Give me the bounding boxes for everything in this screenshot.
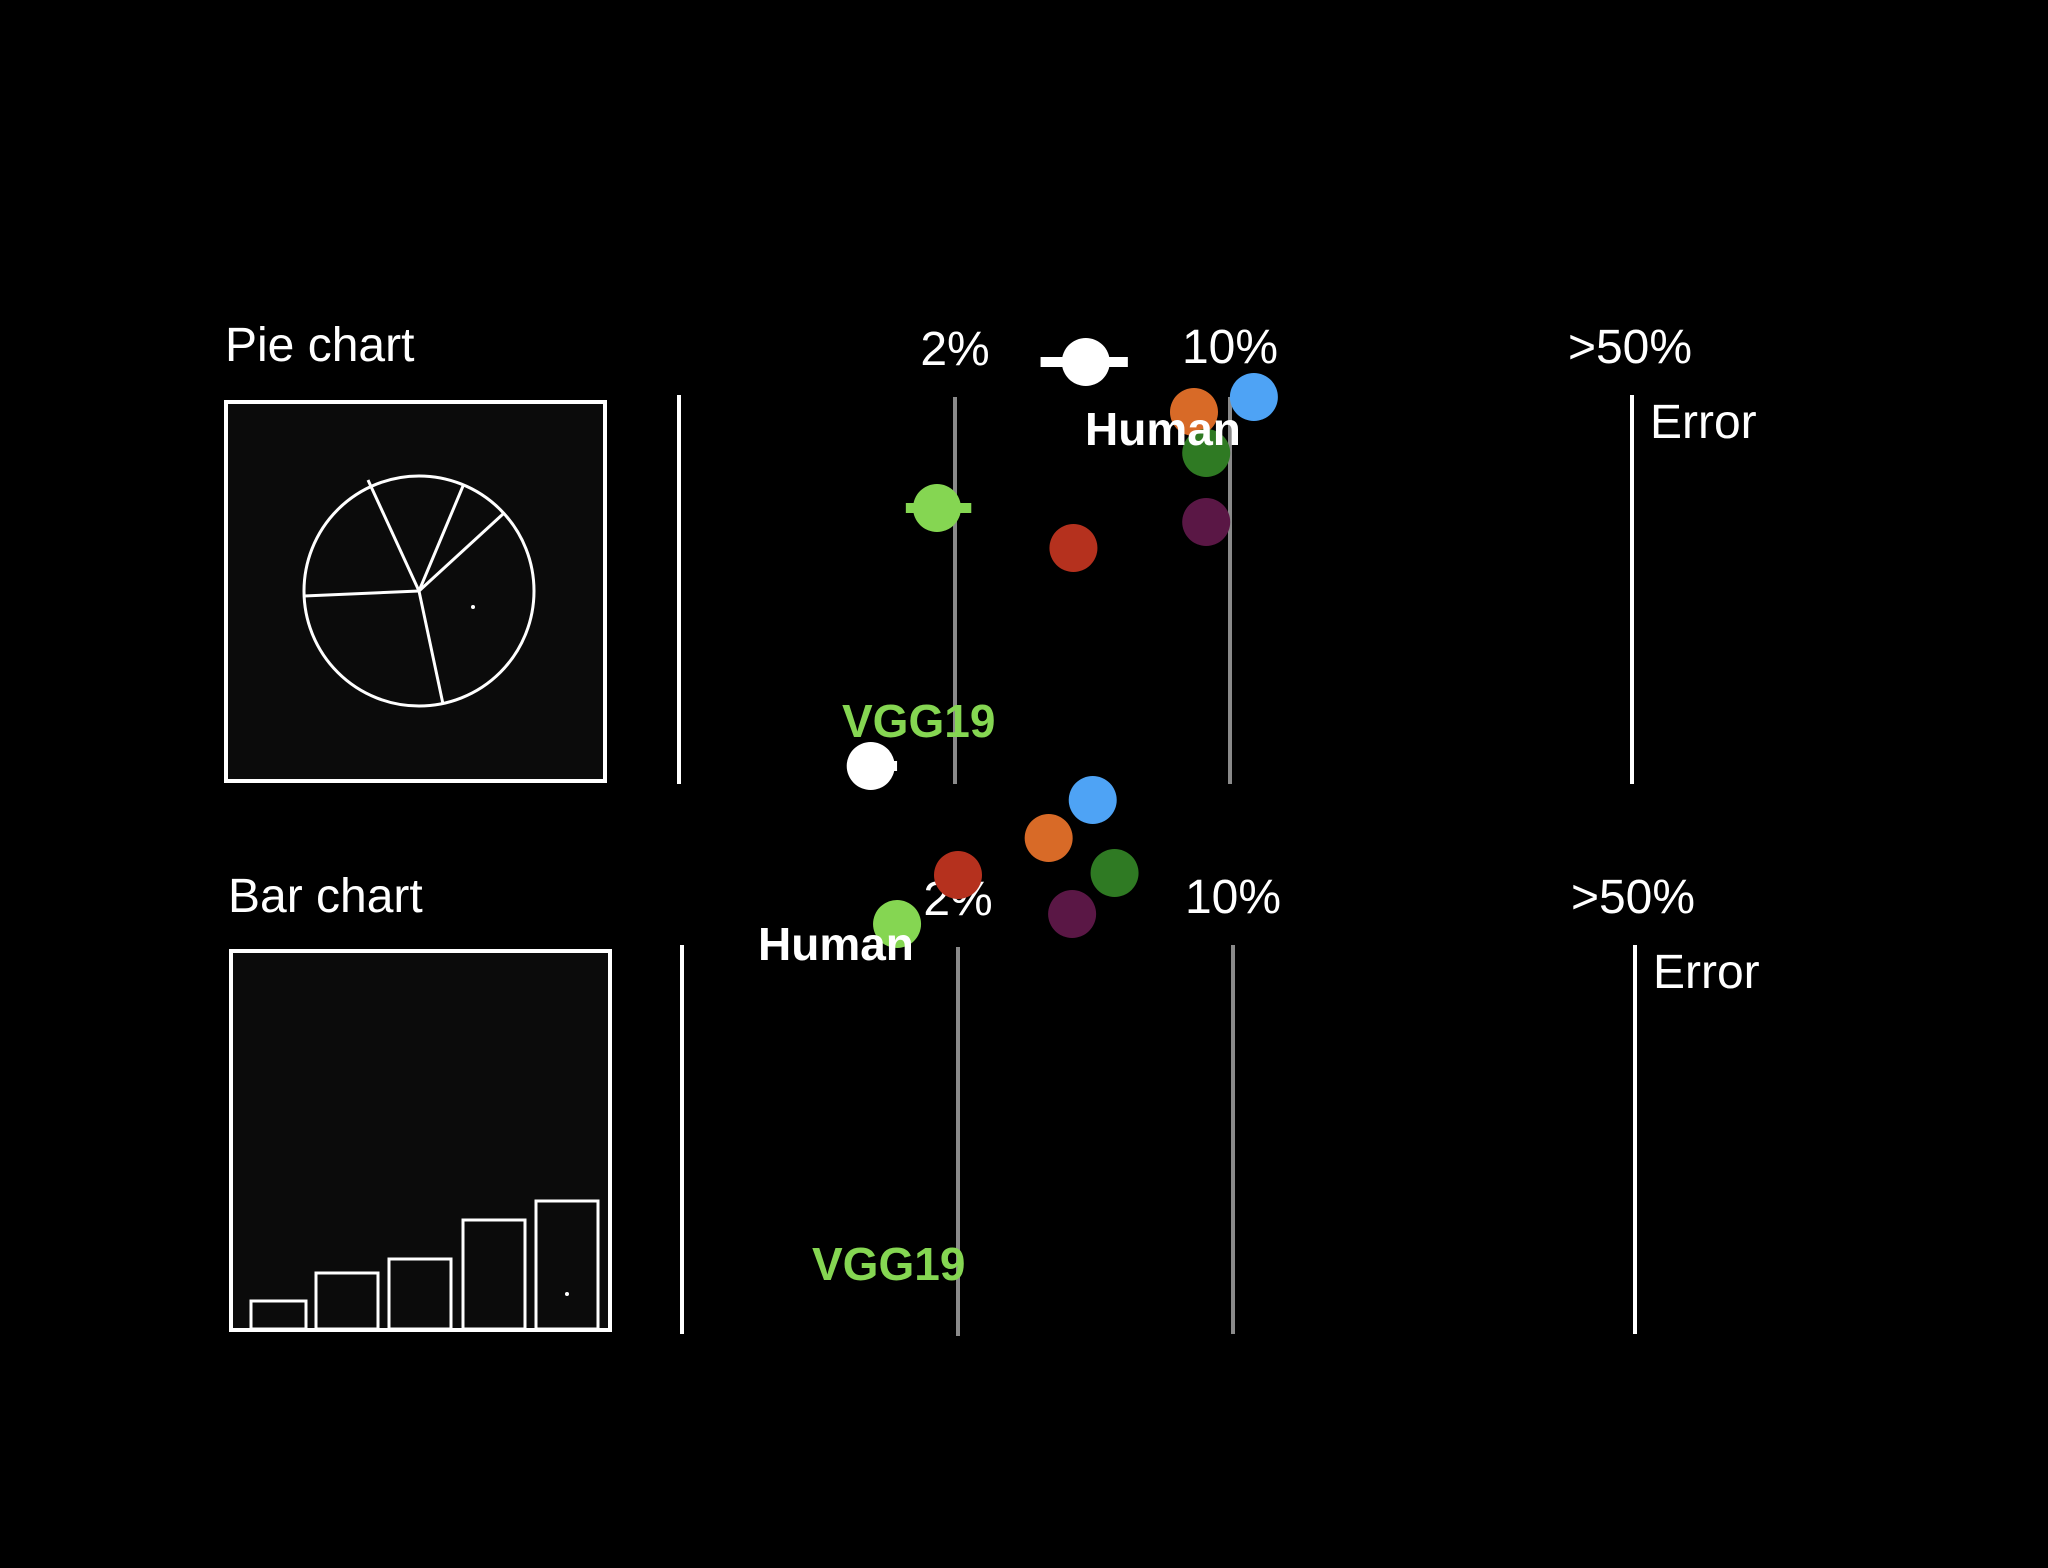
pie-vgg19-label: VGG19	[842, 695, 995, 747]
pie-slice-divider	[417, 590, 445, 705]
pie-data-points	[905, 338, 1278, 572]
bar-stimulus-bar	[534, 1199, 600, 1331]
pie-tick-label-2pct: 2%	[920, 323, 989, 376]
pie-outline	[302, 474, 536, 708]
bar-vgg19-label: VGG19	[812, 1238, 965, 1290]
pie-marker-dot	[471, 605, 475, 609]
model-data-point	[1182, 498, 1231, 546]
pie-chart-panel: Pie chart 2% 10% >50% Error Human VGG19	[224, 319, 1757, 784]
pie-slice-divider	[417, 512, 505, 593]
model-data-point	[1048, 890, 1097, 938]
bar-axis-label: Error	[1653, 946, 1760, 999]
model-data-point	[1169, 388, 1218, 436]
bar-human-label: Human	[758, 918, 914, 970]
model-data-point	[1049, 524, 1098, 572]
model-data-point	[1229, 373, 1278, 421]
bar-stimulus-bar	[314, 1271, 380, 1331]
bar-stimulus-bar	[461, 1218, 527, 1331]
model-data-point	[1024, 814, 1073, 862]
bar-data-points	[846, 742, 1139, 948]
bar-thumbnail-frame	[229, 949, 612, 1332]
bar-chart-panel: Bar chart 2% 10% >50% Error Human VGG19	[228, 742, 1760, 1336]
model-data-point	[1182, 429, 1231, 477]
bar-stimulus-bar	[249, 1299, 308, 1331]
pie-chart-title: Pie chart	[225, 319, 414, 372]
model-data-point	[1090, 849, 1139, 897]
human-data-point	[1061, 338, 1110, 386]
model-data-point	[1068, 776, 1117, 824]
vgg19-data-point	[873, 900, 922, 948]
pie-slice-divider	[303, 589, 420, 598]
bar-tick-label-10pct: 10%	[1185, 871, 1281, 924]
model-data-point	[934, 851, 982, 899]
vgg19-data-point	[912, 484, 961, 532]
bar-marker-dot	[565, 1292, 569, 1296]
bar-chart-thumbnail	[229, 949, 612, 1332]
pie-tick-label-50pct: >50%	[1568, 321, 1692, 374]
pie-slice-divider	[366, 479, 421, 592]
bar-chart-title: Bar chart	[228, 870, 423, 923]
pie-human-label: Human	[1085, 403, 1241, 455]
bar-tick-label-50pct: >50%	[1571, 871, 1695, 924]
bar-stimulus-bar	[387, 1257, 453, 1331]
human-data-point	[846, 742, 895, 790]
pie-tick-label-10pct: 10%	[1182, 321, 1278, 374]
pie-axis-label: Error	[1650, 396, 1757, 449]
pie-chart-thumbnail	[224, 400, 607, 783]
pie-slice-divider	[417, 485, 465, 592]
